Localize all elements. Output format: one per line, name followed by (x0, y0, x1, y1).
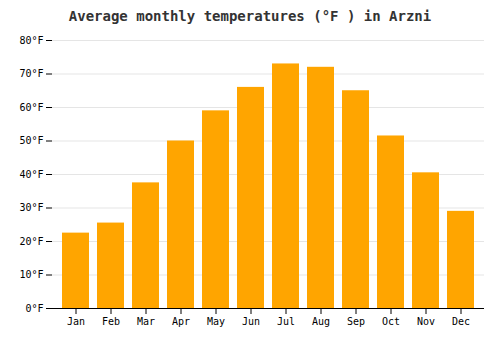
svg-text:0°F: 0°F (25, 303, 43, 314)
svg-text:10°F: 10°F (19, 269, 43, 280)
svg-text:Oct: Oct (382, 316, 400, 327)
svg-text:80°F: 80°F (19, 35, 43, 46)
svg-text:Feb: Feb (102, 316, 120, 327)
svg-text:50°F: 50°F (19, 135, 43, 146)
svg-text:20°F: 20°F (19, 236, 43, 247)
svg-text:30°F: 30°F (19, 202, 43, 213)
svg-text:Dec: Dec (452, 316, 470, 327)
html-text:Average monthly temperatures (: Average monthly temperatures (°F ) in Ar… (68, 8, 432, 24)
svg-text:Aug: Aug (312, 316, 330, 327)
svg-text:70°F: 70°F (19, 68, 43, 79)
svg-text:Sep: Sep (347, 316, 365, 327)
svg-text:40°F: 40°F (19, 169, 43, 180)
svg-text:Jul: Jul (277, 316, 295, 327)
svg-text:Jun: Jun (242, 316, 260, 327)
svg-text:Apr: Apr (172, 316, 190, 327)
svg-text:Mar: Mar (137, 316, 155, 327)
svg-text:60°F: 60°F (19, 102, 43, 113)
svg-text:Jan: Jan (67, 316, 85, 327)
svg-text:May: May (207, 316, 225, 327)
svg-text:Nov: Nov (417, 316, 435, 327)
